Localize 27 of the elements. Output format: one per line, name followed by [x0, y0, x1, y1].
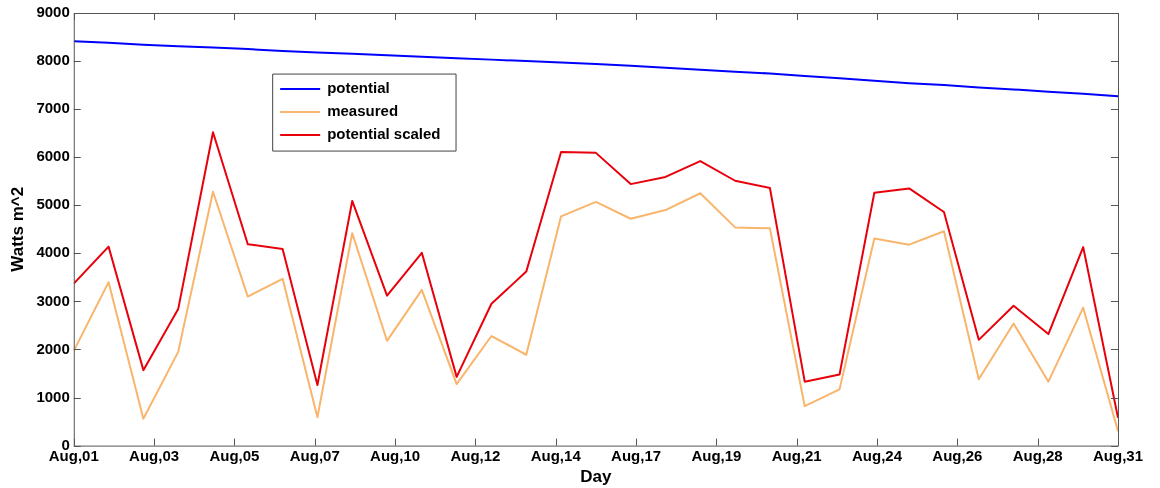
x-tick-label: Aug,12 — [450, 446, 501, 464]
x-tick-label: Aug,14 — [530, 446, 582, 464]
x-tick-label: Aug,19 — [691, 446, 742, 464]
y-tick-label: 7000 — [36, 99, 70, 117]
legend-label: measured — [327, 102, 399, 120]
x-tick-label: Aug,31 — [1092, 446, 1144, 464]
x-tick-label: Aug,26 — [932, 446, 983, 464]
y-tick-label: 3000 — [36, 291, 70, 309]
legend-label: potential — [327, 79, 390, 97]
x-tick-label: Aug,07 — [289, 446, 340, 464]
x-tick-label: Aug,10 — [370, 446, 421, 464]
x-tick-label: Aug,24 — [852, 446, 903, 464]
y-tick-label: 5000 — [36, 195, 70, 213]
y-tick-label: 6000 — [36, 147, 70, 165]
y-axis-title: Watts m^2 — [7, 186, 27, 272]
x-tick-label: Aug,17 — [611, 446, 662, 464]
x-tick-label: Aug,05 — [209, 446, 260, 464]
x-tick-label: Aug,03 — [129, 446, 180, 464]
y-tick-label: 2000 — [36, 339, 70, 357]
x-tick-label: Aug,28 — [1012, 446, 1063, 464]
x-tick-label: Aug,21 — [771, 446, 822, 464]
y-tick-label: 8000 — [36, 51, 70, 69]
y-tick-label: 1000 — [36, 387, 70, 405]
x-axis-title: Day — [580, 467, 613, 487]
y-tick-label: 9000 — [36, 3, 70, 21]
y-tick-label: 4000 — [36, 243, 70, 261]
legend-label: potential scaled — [327, 125, 441, 143]
